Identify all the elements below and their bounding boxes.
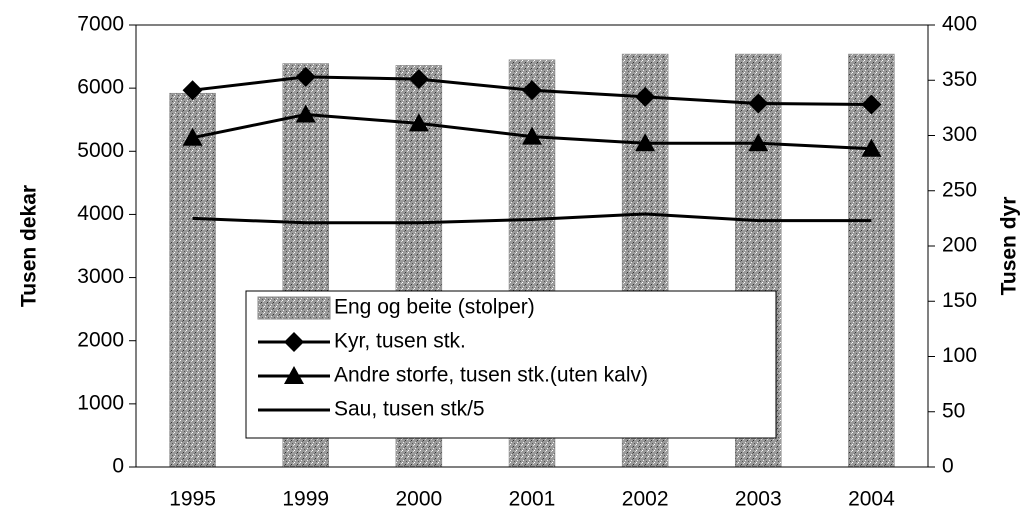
marker-triangle [635,133,656,152]
y-tick-label: 0 [112,455,124,478]
marker-diamond [284,332,304,352]
marker-diamond [861,94,882,115]
y-tick-label: 3000 [77,265,124,288]
line [192,212,872,225]
legend-label: Sau, tusen stk/5 [334,398,485,421]
y-tick-label: 4000 [77,202,124,225]
plot-frame [135,24,929,468]
bar [169,92,216,468]
y2-tick-label: 100 [942,344,977,367]
marker-triangle [522,126,542,145]
legend-box [245,290,777,439]
legend-swatch [257,296,331,320]
y2-tick-label: 300 [942,123,977,146]
y2-tick-label: 0 [942,455,954,478]
y-tick-label: 7000 [77,13,124,36]
x-tick-label: 2001 [509,488,556,511]
y-axis-title: Tusen dekar [18,185,41,307]
x-tick-label: 1995 [169,488,216,511]
marker-triangle [748,133,769,152]
marker-triangle [284,366,304,384]
x-tick-label: 2003 [735,488,782,511]
marker-triangle [408,113,429,132]
y2-tick-label: 50 [942,399,965,422]
y2-tick-label: 350 [942,68,977,91]
y-tick-label: 6000 [77,76,124,99]
x-tick-label: 2004 [848,488,895,511]
marker-triangle [295,104,316,123]
y-tick-label: 1000 [77,391,124,414]
y-tick-label: 2000 [77,328,124,351]
x-tick-label: 2000 [395,488,442,511]
x-tick-label: 2002 [622,488,669,511]
marker-diamond [295,66,316,87]
legend-label: Kyr, tusen stk. [334,330,466,353]
marker-diamond [748,93,769,114]
y2-tick-label: 400 [942,13,977,36]
y2-axis-title: Tusen dyr [998,197,1021,296]
y2-tick-label: 250 [942,178,977,201]
y2-tick-label: 150 [942,289,977,312]
y-tick-label: 5000 [77,139,124,162]
marker-diamond [635,86,656,107]
y2-tick-label: 200 [942,234,977,257]
legend-label: Andre storfe, tusen stk.(uten kalv) [334,364,648,387]
marker-triangle [182,127,203,146]
marker-diamond [182,80,203,101]
legend-label: Eng og beite (stolper) [334,296,535,319]
marker-diamond [408,69,429,90]
bar [848,53,895,468]
x-tick-label: 1999 [282,488,329,511]
marker-triangle [861,138,882,157]
marker-diamond [522,80,542,101]
